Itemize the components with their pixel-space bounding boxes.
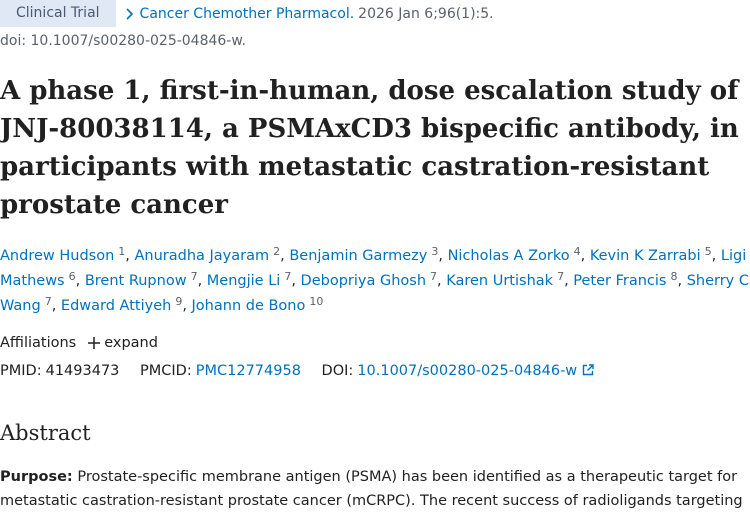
author-list: Andrew Hudson 1, Anuradha Jayaram 2, Benja…: [0, 244, 750, 319]
author-separator: ,: [125, 248, 130, 264]
author-name[interactable]: Sherry C Wang: [0, 273, 750, 314]
plus-icon[interactable]: [88, 337, 101, 349]
chevron-icon: [125, 7, 133, 20]
journal-link[interactable]: Cancer Chemother Pharmacol.: [139, 5, 355, 22]
author-separator: ,: [182, 298, 187, 314]
affiliations-label: Affiliations: [0, 335, 77, 351]
affiliation-number[interactable]: 7: [44, 295, 52, 308]
author: Ligi Mathews 6,: [0, 248, 746, 289]
author-separator: ,: [75, 273, 81, 289]
author-name[interactable]: Edward Attiyeh: [60, 298, 172, 314]
author: Debopriya Ghosh 7,: [300, 270, 442, 289]
pmid: 41493473: [45, 363, 120, 379]
pmcid-link[interactable]: PMC12774958: [195, 363, 301, 379]
author-separator: ,: [580, 248, 586, 264]
affiliation-number[interactable]: 5: [704, 245, 712, 258]
author-name[interactable]: Benjamin Garmezy: [289, 248, 428, 264]
author-name[interactable]: Brent Rupnow: [84, 273, 187, 289]
abstract-text: Purpose: Prostate-specific membrane anti…: [0, 465, 745, 513]
author-separator: ,: [437, 273, 442, 289]
author-name[interactable]: Johann de Bono: [191, 298, 306, 314]
author-name[interactable]: Debopriya Ghosh: [300, 273, 427, 289]
affiliation-number[interactable]: 10: [309, 295, 324, 308]
affiliation-number[interactable]: 7: [284, 270, 292, 283]
external-link-icon: [582, 364, 594, 376]
purpose-label: Purpose:: [0, 469, 73, 485]
doi-link[interactable]: 10.1007/s00280-025-04846-w: [357, 363, 578, 379]
journal-group: Cancer Chemother Pharmacol. 2026 Jan 6;9…: [125, 5, 494, 22]
citation: 2026 Jan 6;96(1):5.: [358, 5, 494, 22]
author-name[interactable]: Karen Urtishak: [446, 273, 554, 289]
author: Brent Rupnow 7,: [84, 270, 203, 289]
abstract-heading: Abstract: [0, 421, 91, 445]
author: Johann de Bono 10: [191, 295, 324, 314]
author: Sherry C Wang 7,: [0, 273, 749, 314]
purpose-text: Prostate-specific membrane antigen (PSMA…: [0, 469, 743, 509]
author-separator: ,: [280, 248, 285, 264]
doi-label: DOI:: [321, 363, 354, 379]
author: Andrew Hudson 1,: [0, 245, 130, 264]
affiliations: Affiliations expand: [0, 335, 158, 351]
affiliation-number[interactable]: 1: [118, 245, 126, 258]
author: Anuradha Jayaram 2,: [134, 245, 285, 264]
author-name[interactable]: Peter Francis: [573, 273, 667, 289]
affiliation-number[interactable]: 4: [573, 245, 581, 258]
author-name[interactable]: Ligi Mathews: [0, 248, 747, 289]
affiliation-number[interactable]: 8: [670, 270, 678, 283]
author: Karen Urtishak 7,: [446, 270, 569, 289]
doi-line: doi: 10.1007/s00280-025-04846-w.: [0, 33, 246, 49]
author-separator: ,: [291, 273, 296, 289]
author-separator: ,: [564, 273, 569, 289]
pmid-label: PMID:: [0, 363, 42, 379]
author-separator: ,: [438, 248, 443, 264]
author-separator: ,: [711, 248, 717, 264]
author-name[interactable]: Anuradha Jayaram: [134, 248, 270, 264]
publication-type-badge: Clinical Trial: [0, 0, 116, 27]
author-separator: ,: [197, 273, 203, 289]
author: Benjamin Garmezy 3,: [289, 245, 443, 264]
article-title: A phase 1, first-in-human, dose escalati…: [0, 76, 739, 220]
author: Peter Francis 8,: [573, 270, 683, 289]
pmcid-label: PMCID:: [140, 363, 192, 379]
author-separator: ,: [51, 298, 57, 314]
expand-button[interactable]: expand: [104, 335, 158, 351]
author: Nicholas A Zorko 4,: [447, 245, 586, 264]
header: Clinical Trial Cancer Chemother Pharmaco…: [0, 0, 494, 27]
doi-group: DOI: 10.1007/s00280-025-04846-w: [322, 363, 594, 379]
affiliation-number[interactable]: 7: [190, 270, 198, 283]
author-name[interactable]: Mengjie Li: [206, 273, 281, 289]
author-name[interactable]: Nicholas A Zorko: [447, 248, 570, 264]
author-name[interactable]: Kevin K Zarrabi: [589, 248, 701, 264]
pmid-group: PMID: 41493473: [0, 363, 119, 379]
author: Mengjie Li 7,: [206, 270, 296, 289]
author: Kevin K Zarrabi 5,: [589, 245, 717, 264]
affiliation-number[interactable]: 6: [68, 270, 76, 283]
author-separator: ,: [677, 273, 683, 289]
author: Edward Attiyeh 9,: [60, 295, 187, 314]
affiliation-number[interactable]: 2: [273, 245, 281, 258]
affiliation-number[interactable]: 9: [175, 295, 183, 308]
author-name[interactable]: Andrew Hudson: [0, 248, 115, 264]
pmcid-group: PMCID: PMC12774958: [140, 363, 301, 379]
affiliation-number[interactable]: 7: [557, 270, 565, 283]
affiliation-number[interactable]: 7: [430, 270, 438, 283]
identifiers: PMID: 41493473 PMCID: PMC12774958 DOI: 10.1…: [0, 363, 594, 379]
affiliation-number[interactable]: 3: [431, 245, 439, 258]
